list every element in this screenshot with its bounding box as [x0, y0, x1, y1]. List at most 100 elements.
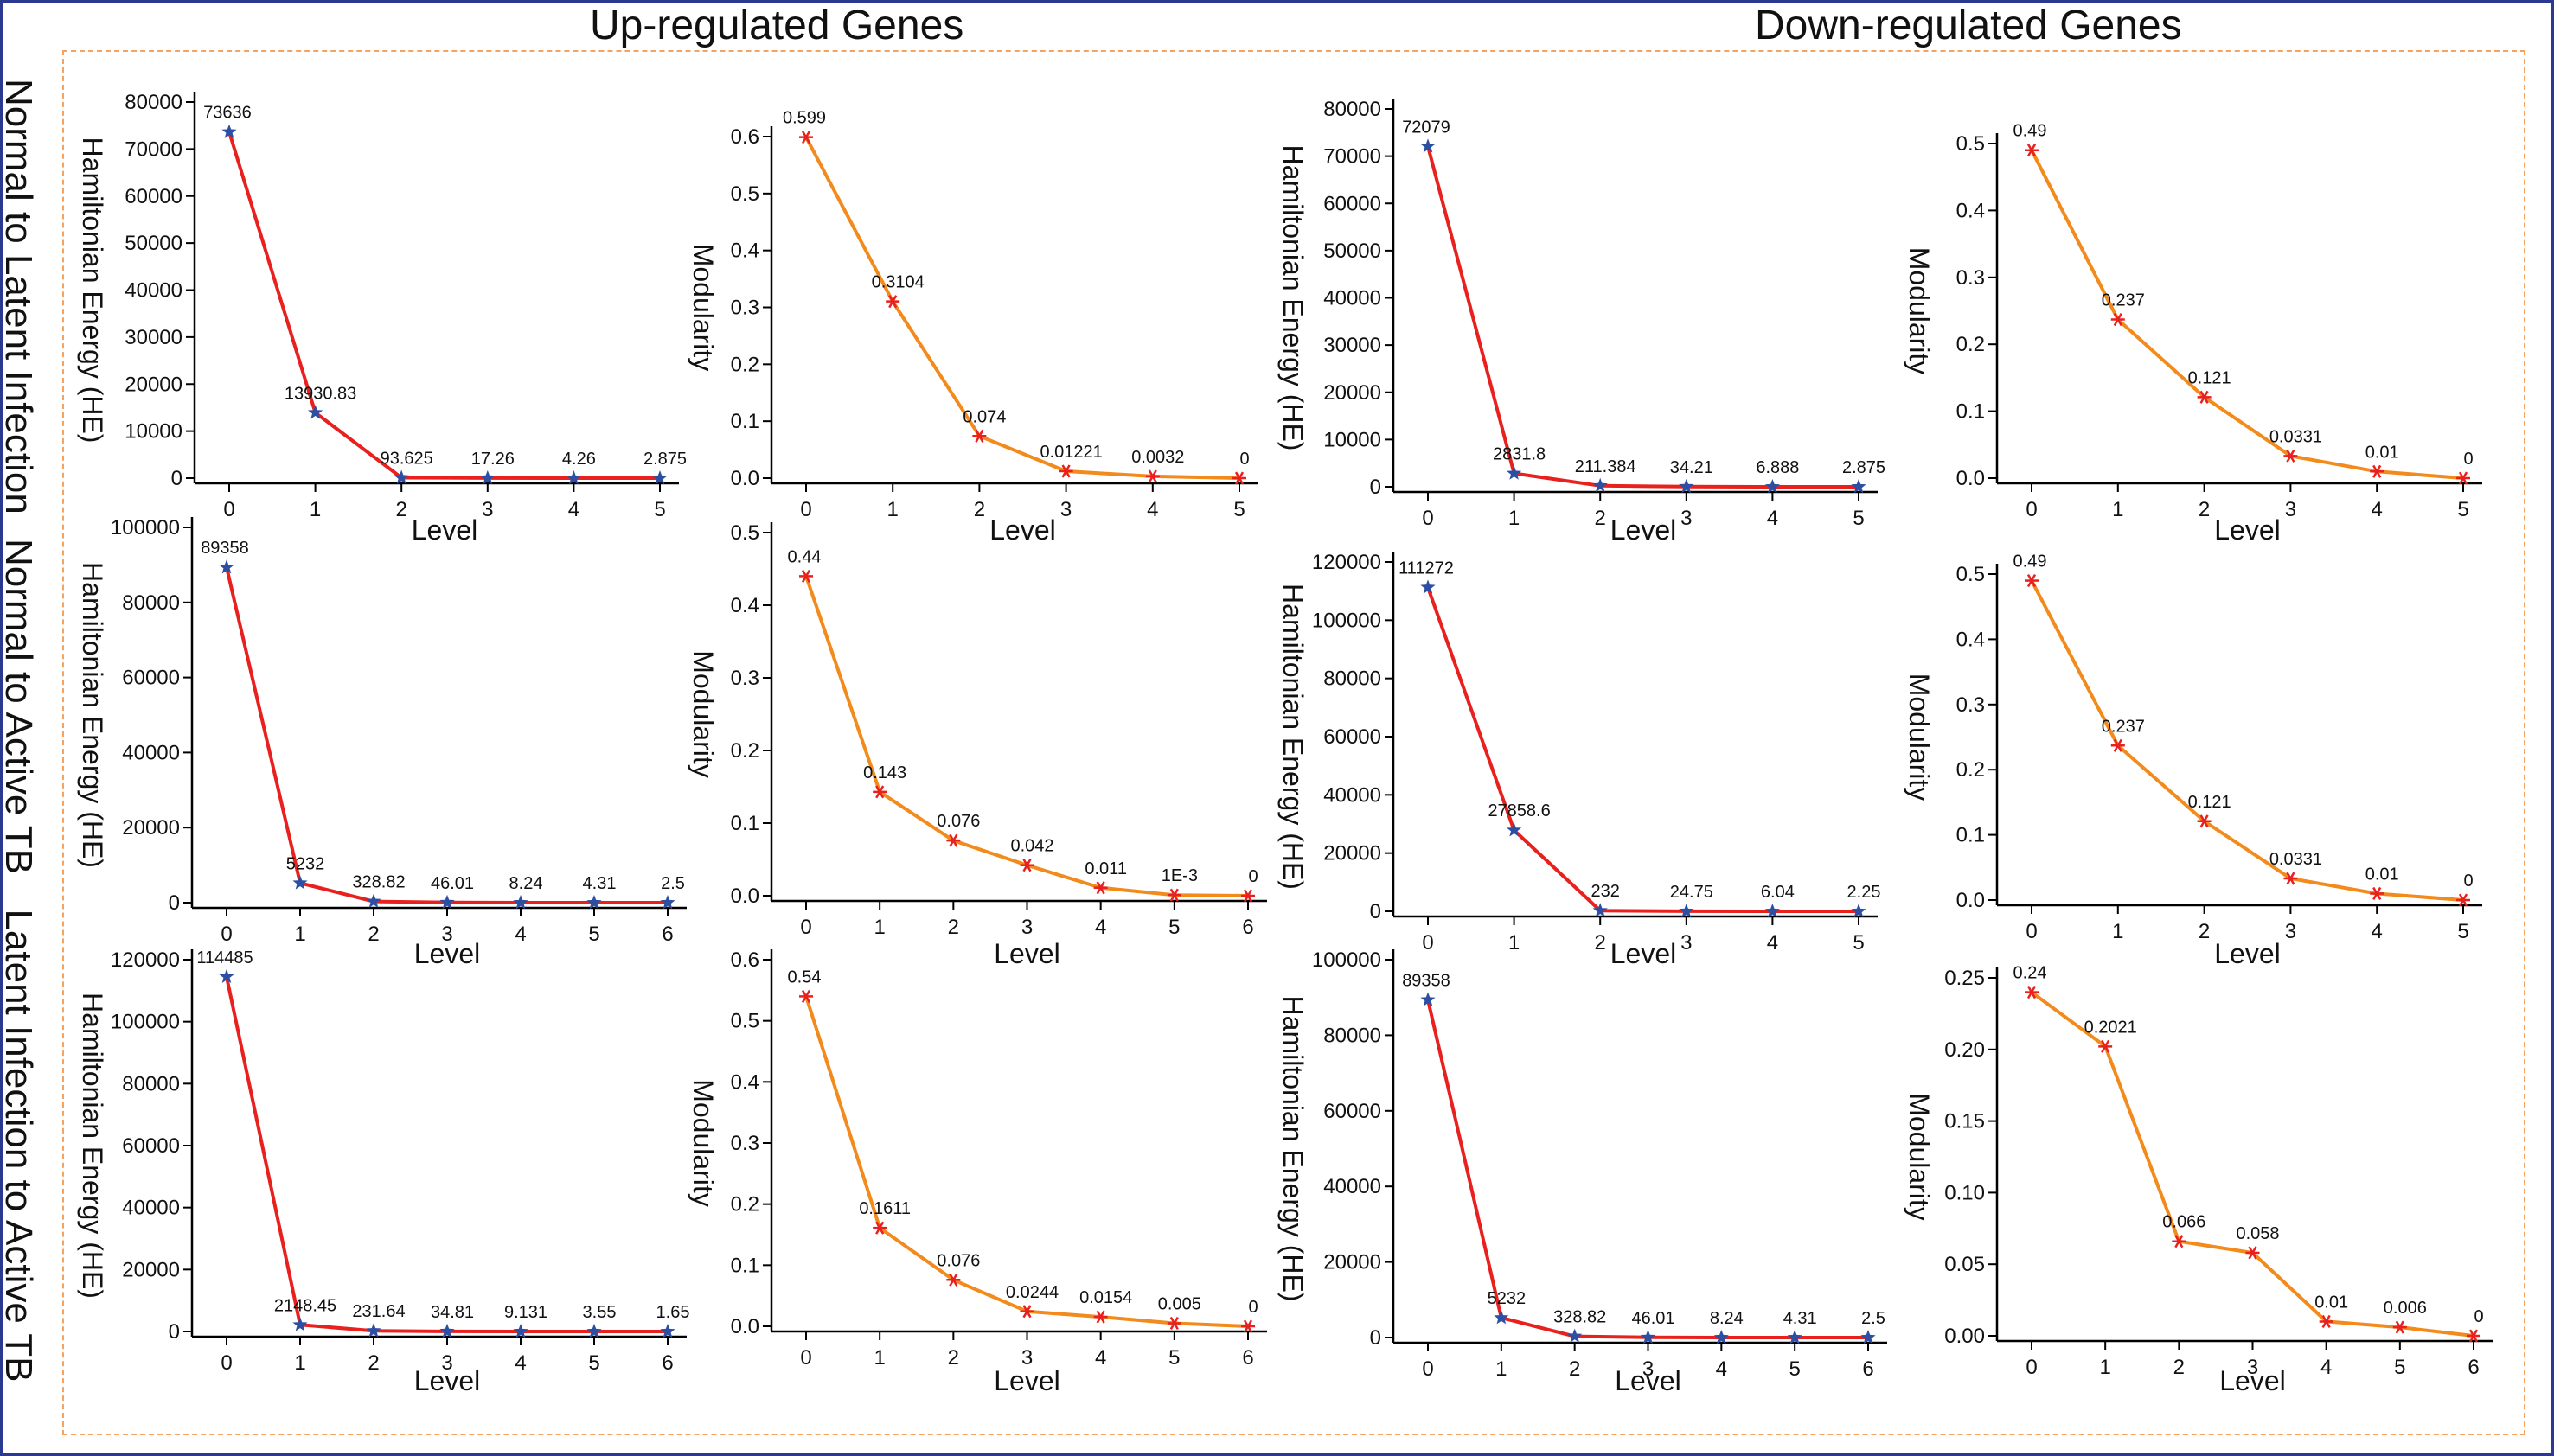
- y-tick-label: 0.0: [731, 1315, 759, 1338]
- data-point: [1679, 478, 1694, 494]
- data-point: [1592, 477, 1608, 493]
- x-tick-label: 0: [2026, 498, 2037, 521]
- data-label: 0.042: [1010, 837, 1053, 856]
- x-tick-label: 0: [221, 923, 232, 946]
- data-point: [1145, 469, 1160, 483]
- x-tick-label: 2: [1569, 1357, 1580, 1381]
- data-label: 1E-3: [1162, 866, 1198, 885]
- y-tick-label: 0.3: [731, 1132, 759, 1155]
- x-tick-label: 2: [2199, 498, 2210, 521]
- y-tick-label: 0.2: [731, 1193, 759, 1217]
- marker-stroke: [1234, 471, 1245, 485]
- data-point: [1420, 138, 1436, 153]
- y-tick-label: 0.3: [731, 667, 759, 690]
- data-point: [946, 1273, 961, 1287]
- data-label: 0.01: [2365, 443, 2399, 462]
- series-line: [2030, 579, 2464, 902]
- data-point: [1713, 1330, 1729, 1344]
- x-tick-label: 0: [1422, 507, 1433, 530]
- y-tick-label: 0.5: [1956, 563, 1985, 586]
- data-label: 0.0154: [1079, 1288, 1132, 1307]
- data-label: 0.01221: [1040, 443, 1102, 462]
- marker-stroke: [2199, 814, 2209, 828]
- y-tick-label: 0.4: [731, 239, 759, 263]
- y-tick-label: 0.1: [731, 812, 759, 835]
- x-tick-label: 1: [874, 916, 885, 939]
- x-tick-label: 4: [515, 1351, 526, 1375]
- data-label: 6.04: [1761, 883, 1795, 902]
- chart-p12: 0.0 0.1 0.2 0.3 0.4 0.5 0.6 0 1 2 3 4 5 Level Modulari…: [688, 109, 1258, 546]
- data-point: [1764, 904, 1780, 918]
- data-point: [1241, 889, 1255, 903]
- y-tick-label: 0.1: [731, 1254, 759, 1277]
- marker-stroke: [2026, 986, 2037, 999]
- y-tick-label: 0: [171, 467, 182, 490]
- x-tick-label: 3: [441, 1351, 452, 1375]
- data-point: [2456, 471, 2470, 485]
- y-tick-label: 40000: [1323, 287, 1381, 310]
- marker-stroke: [1243, 889, 1253, 903]
- data-point: [2110, 313, 2125, 327]
- x-tick-label: 1: [887, 498, 899, 521]
- data-point: [480, 469, 496, 485]
- y-tick-label: 0.0: [731, 467, 759, 490]
- data-label: 0: [1239, 450, 1249, 469]
- x-tick-label: 1: [294, 1351, 305, 1375]
- y-tick-label: 20000: [125, 373, 182, 396]
- data-label: 13930.83: [285, 384, 356, 403]
- data-label: 8.24: [1710, 1309, 1744, 1328]
- x-tick-label: 0: [800, 916, 811, 939]
- x-axis-label: Level: [1610, 938, 1677, 969]
- x-tick-label: 3: [2285, 498, 2296, 521]
- marker-stroke: [2174, 1235, 2184, 1248]
- y-tick-label: 0.1: [731, 410, 759, 433]
- x-tick-label: 1: [874, 1346, 885, 1370]
- x-tick-label: 4: [1147, 498, 1158, 521]
- x-axis-label: Level: [1615, 1365, 1681, 1396]
- data-label: 0.01: [2314, 1293, 2348, 1312]
- x-tick-label: 2: [396, 498, 407, 521]
- y-axis-label: Hamiltonian Energy (HE): [1277, 145, 1309, 451]
- data-label: 46.01: [431, 874, 474, 893]
- marker-stroke: [875, 785, 885, 799]
- x-tick-label: 5: [1168, 1346, 1180, 1370]
- data-point: [219, 559, 234, 574]
- marker-stroke: [2286, 449, 2295, 463]
- marker-stroke: [2248, 1246, 2257, 1260]
- y-tick-label: 100000: [111, 516, 180, 540]
- x-tick-label: 5: [1233, 498, 1245, 521]
- y-tick-label: 60000: [1323, 1100, 1381, 1123]
- x-tick-label: 1: [2099, 1356, 2110, 1379]
- data-point: [1020, 1305, 1034, 1319]
- y-tick-label: 0.2: [1956, 333, 1985, 356]
- data-label: 0: [2474, 1307, 2483, 1326]
- data-point: [2467, 1329, 2480, 1343]
- x-tick-label: 5: [654, 498, 665, 521]
- y-tick-label: 0.3: [1956, 266, 1985, 290]
- data-point: [2370, 464, 2384, 478]
- series-line: [225, 566, 668, 904]
- y-tick-label: 70000: [125, 137, 182, 161]
- data-point: [1020, 859, 1034, 872]
- data-point: [1420, 579, 1436, 594]
- series-line: [804, 995, 1249, 1328]
- y-tick-label: 0.4: [731, 594, 759, 617]
- y-tick-label: 20000: [122, 1258, 180, 1281]
- data-label: 114485: [196, 948, 253, 967]
- y-tick-label: 0.2: [731, 353, 759, 376]
- data-point: [219, 968, 234, 983]
- data-point: [1167, 1316, 1181, 1331]
- data-point: [2025, 144, 2039, 157]
- marker-stroke: [1169, 888, 1179, 902]
- y-axis-label: Hamiltonian Energy (HE): [77, 562, 108, 868]
- y-tick-label: 20000: [122, 816, 180, 840]
- chart-p32: 0.0 0.1 0.2 0.3 0.4 0.5 0.6 0 1 2 3 4 5 6 Level Modular…: [688, 948, 1267, 1396]
- marker-stroke: [2101, 1039, 2110, 1053]
- x-axis-label: Level: [1610, 514, 1677, 546]
- data-point: [2283, 872, 2298, 885]
- data-point: [660, 1324, 675, 1338]
- data-label: 0.074: [963, 407, 1006, 426]
- y-tick-label: 60000: [122, 1134, 180, 1158]
